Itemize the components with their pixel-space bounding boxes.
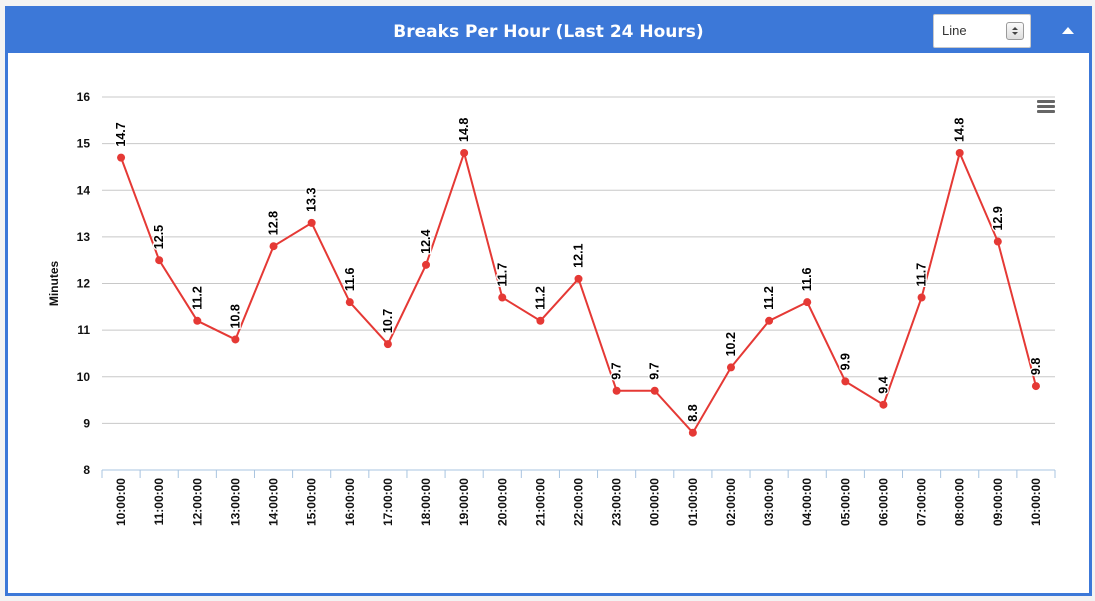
data-label: 12.1 [572, 243, 586, 267]
data-label: 10.2 [724, 332, 738, 356]
y-axis-title: Minutes [47, 261, 61, 307]
x-tick-label: 20:00:00 [495, 478, 509, 526]
panel-header: Breaks Per Hour (Last 24 Hours) Line [8, 9, 1089, 53]
x-tick-label: 04:00:00 [800, 478, 814, 526]
y-tick-label: 16 [77, 90, 91, 104]
x-tick-label: 18:00:00 [419, 478, 433, 526]
data-point [117, 153, 126, 162]
x-tick-label: 12:00:00 [190, 478, 204, 526]
x-tick-label: 11:00:00 [152, 478, 166, 526]
data-label: 11.6 [343, 267, 357, 291]
chevron-up-icon[interactable] [1062, 27, 1074, 34]
data-point [422, 260, 431, 269]
x-tick-label: 05:00:00 [838, 478, 852, 526]
data-label: 11.6 [800, 267, 814, 291]
data-label: 9.4 [876, 376, 890, 393]
data-point [383, 340, 392, 349]
data-label: 12.4 [419, 229, 433, 253]
data-label: 12.9 [991, 206, 1005, 230]
data-point [460, 148, 469, 157]
x-tick-label: 19:00:00 [457, 478, 471, 526]
chart-type-select[interactable]: Line [933, 14, 1031, 48]
data-point [345, 298, 354, 307]
data-label: 14.8 [457, 118, 471, 142]
data-point [536, 316, 545, 325]
x-tick-label: 21:00:00 [533, 478, 547, 526]
data-point [498, 293, 507, 302]
data-label: 9.7 [610, 362, 624, 379]
chart-panel: Breaks Per Hour (Last 24 Hours) Line 8 9 1… [5, 6, 1092, 596]
x-tick-label: 09:00:00 [991, 478, 1005, 526]
chart-type-select-value: Line [942, 23, 967, 38]
hamburger-menu-icon[interactable] [1037, 100, 1055, 114]
data-label: 14.7 [114, 122, 128, 146]
data-point [841, 377, 850, 386]
y-tick-label: 9 [83, 416, 90, 430]
x-tick-label: 15:00:00 [305, 478, 319, 526]
x-tick-label: 14:00:00 [267, 478, 281, 526]
x-tick-label: 08:00:00 [953, 478, 967, 526]
y-tick-label: 10 [77, 370, 91, 384]
data-point [307, 218, 316, 227]
x-tick-label: 10:00:00 [1029, 478, 1043, 526]
y-tick-label: 12 [77, 277, 91, 291]
chart-area: 8 9 10 11 12 13 14 15 16 10:00:00 11:00:00 12:00:00… [32, 75, 1062, 555]
data-point [955, 148, 964, 157]
data-point [688, 428, 697, 437]
data-label: 10.7 [381, 309, 395, 333]
data-point [574, 274, 583, 283]
data-point [612, 386, 621, 395]
data-point [879, 400, 888, 409]
data-label: 11.7 [915, 263, 929, 287]
data-point [193, 316, 202, 325]
data-label: 11.7 [495, 263, 509, 287]
data-point [993, 237, 1002, 246]
y-tick-label: 8 [83, 463, 90, 477]
data-label: 10.8 [228, 304, 242, 328]
x-tick-label: 23:00:00 [610, 478, 624, 526]
data-label: 13.3 [305, 188, 319, 212]
data-label: 9.8 [1029, 358, 1043, 375]
data-label: 14.8 [953, 118, 967, 142]
series-line [120, 149, 1037, 435]
data-point [765, 316, 774, 325]
data-point [1031, 382, 1040, 391]
x-tick-label: 02:00:00 [724, 478, 738, 526]
x-tick-label: 07:00:00 [915, 478, 929, 526]
x-tick-label: 00:00:00 [648, 478, 662, 526]
data-label: 11.2 [762, 286, 776, 310]
updown-arrows-icon [1006, 22, 1024, 40]
data-label: 12.8 [267, 211, 281, 235]
data-label: 11.2 [190, 286, 204, 310]
x-tick-label: 16:00:00 [343, 478, 357, 526]
data-label: 9.7 [648, 362, 662, 379]
x-tick-label: 22:00:00 [572, 478, 586, 526]
data-point [726, 363, 735, 372]
data-point [650, 386, 659, 395]
x-tick-label: 06:00:00 [876, 478, 890, 526]
data-point [155, 256, 164, 265]
y-tick-label: 14 [77, 183, 91, 197]
x-tick-label: 17:00:00 [381, 478, 395, 526]
data-point [917, 293, 926, 302]
x-tick-label: 13:00:00 [228, 478, 242, 526]
data-point [231, 335, 240, 344]
x-tick-label: 10:00:00 [114, 478, 128, 526]
x-tick-label: 03:00:00 [762, 478, 776, 526]
data-point [269, 242, 278, 251]
line-chart: 8 9 10 11 12 13 14 15 16 10:00:00 11:00:00 12:00:00… [47, 90, 1056, 526]
data-label: 8.8 [686, 404, 700, 421]
data-label: 11.2 [533, 286, 547, 310]
y-tick-label: 13 [77, 230, 91, 244]
data-label: 9.9 [838, 353, 852, 370]
y-tick-label: 11 [77, 323, 90, 337]
y-tick-label: 15 [77, 137, 91, 151]
x-tick-label: 01:00:00 [686, 478, 700, 526]
data-point [803, 298, 812, 307]
data-label: 12.5 [152, 225, 166, 249]
panel-title: Breaks Per Hour (Last 24 Hours) [393, 22, 704, 42]
